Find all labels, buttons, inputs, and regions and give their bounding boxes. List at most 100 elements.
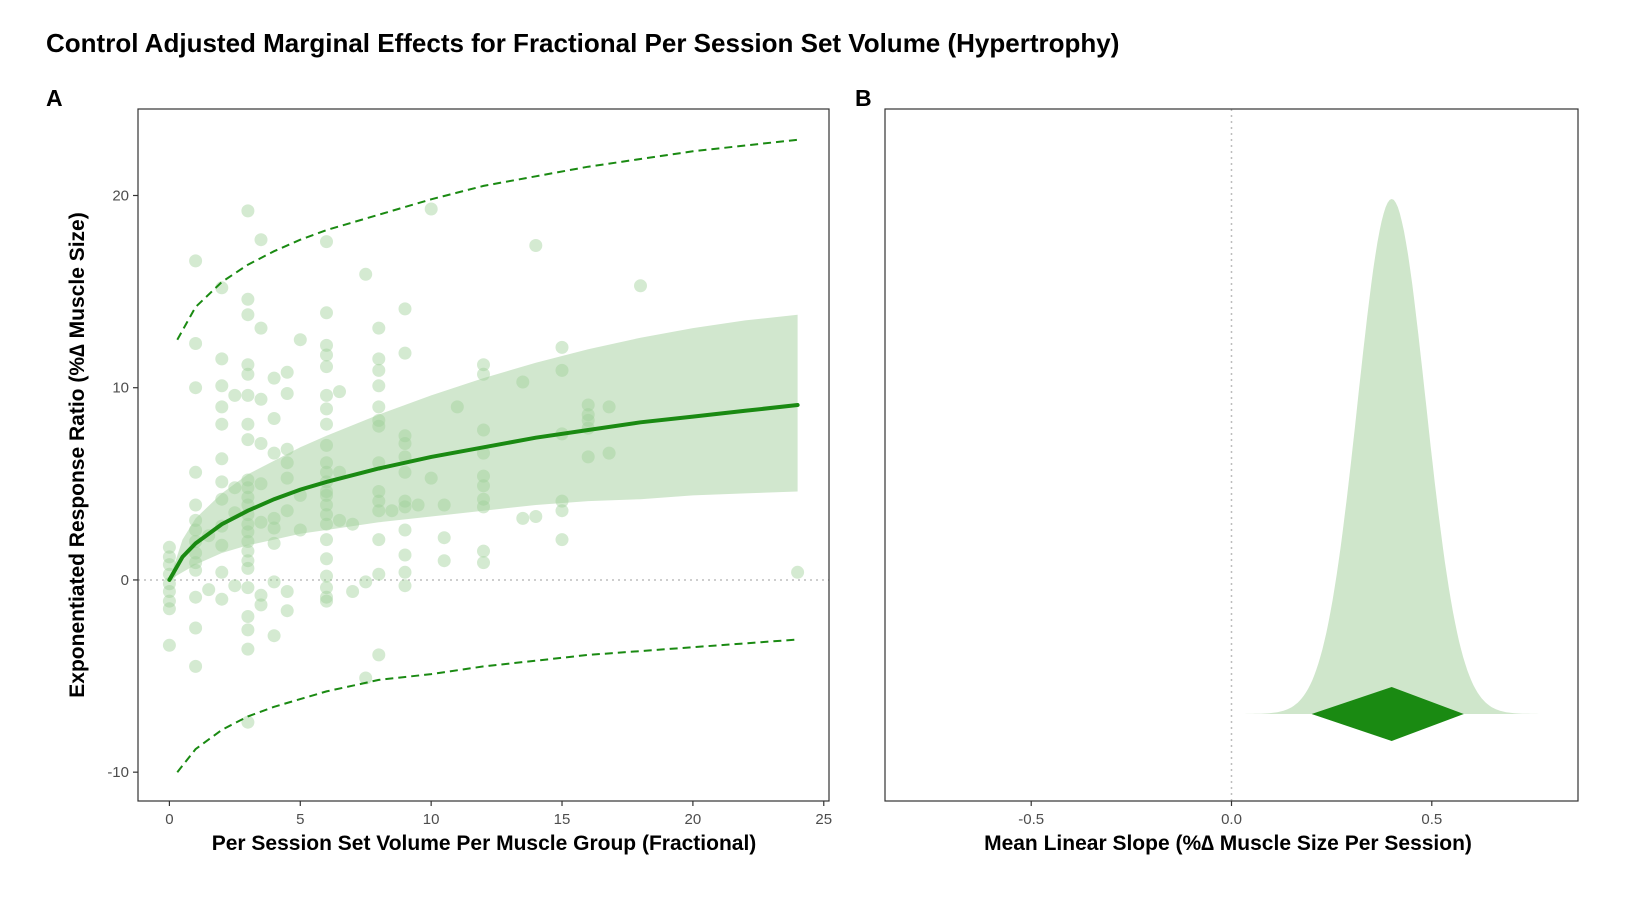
- data-point: [241, 623, 255, 637]
- data-point: [293, 523, 307, 537]
- panel-a-x-axis-title: Per Session Set Volume Per Muscle Group …: [212, 832, 757, 855]
- data-point: [267, 629, 281, 643]
- data-point: [602, 400, 616, 414]
- data-point: [477, 500, 490, 514]
- data-point: [320, 508, 333, 522]
- data-point: [280, 365, 294, 379]
- data-point: [320, 402, 333, 416]
- data-point: [215, 538, 229, 552]
- data-point: [385, 504, 399, 518]
- data-point: [372, 567, 386, 581]
- data-point: [581, 398, 595, 412]
- data-point: [267, 412, 281, 425]
- data-point: [215, 352, 229, 366]
- panel-a-y-axis-title: Exponentiated Response Ratio (%∆ Muscle …: [66, 212, 89, 697]
- data-point: [320, 488, 333, 502]
- data-point: [581, 450, 595, 464]
- data-point: [189, 546, 203, 560]
- data-point: [320, 438, 333, 452]
- data-point: [320, 594, 333, 608]
- data-point: [241, 561, 255, 575]
- data-point: [372, 504, 386, 518]
- data-point: [320, 569, 333, 583]
- panel-b-x-axis-title: Mean Linear Slope (%∆ Muscle Size Per Se…: [984, 832, 1472, 855]
- data-point: [215, 475, 229, 489]
- panel-b: -0.5 0.0 0.5: [884, 108, 1579, 828]
- data-point: [241, 544, 255, 558]
- x-tick-label: 15: [554, 811, 571, 828]
- data-point: [241, 367, 255, 381]
- posterior-density: [1228, 199, 1556, 714]
- data-point: [372, 400, 386, 414]
- data-point: [189, 498, 203, 512]
- data-point: [241, 358, 255, 372]
- data-point: [241, 388, 255, 402]
- data-point: [333, 465, 346, 479]
- data-point: [359, 575, 373, 589]
- data-point: [529, 239, 543, 252]
- data-point: [228, 579, 242, 593]
- data-point: [162, 558, 176, 572]
- x-tick-label: 25: [815, 811, 832, 828]
- data-point: [202, 583, 216, 597]
- data-point: [555, 494, 569, 508]
- y-tick-label: -10: [107, 764, 129, 781]
- data-point: [398, 548, 412, 562]
- data-point: [516, 511, 530, 525]
- prediction-interval-upper: [176, 138, 798, 341]
- data-point: [189, 556, 203, 570]
- data-point: [477, 544, 490, 558]
- data-point: [241, 610, 255, 623]
- data-point: [320, 498, 333, 512]
- data-point: [254, 515, 268, 529]
- data-point: [372, 494, 386, 508]
- data-point: [215, 400, 229, 414]
- data-point: [189, 621, 203, 635]
- data-point: [241, 525, 255, 539]
- data-point: [215, 492, 229, 506]
- data-point: [372, 485, 386, 498]
- data-point: [398, 494, 412, 508]
- data-point: [346, 585, 360, 598]
- data-point: [477, 492, 490, 506]
- panel-a-tag: A: [46, 85, 63, 111]
- data-point: [280, 504, 294, 518]
- data-point: [280, 387, 294, 400]
- data-point: [280, 471, 294, 485]
- data-point: [189, 523, 203, 537]
- data-point: [581, 413, 595, 427]
- data-point: [280, 585, 294, 598]
- data-point: [254, 321, 268, 335]
- data-point: [254, 392, 268, 406]
- data-point: [372, 413, 386, 427]
- data-point: [280, 604, 294, 618]
- data-point: [280, 456, 294, 470]
- data-point: [215, 417, 229, 431]
- data-point: [477, 367, 490, 381]
- data-point: [189, 465, 203, 479]
- data-point: [398, 302, 412, 316]
- data-point: [320, 235, 333, 249]
- data-point: [241, 490, 255, 504]
- data-point: [372, 352, 386, 366]
- data-point: [241, 292, 255, 306]
- x-tick-label: -0.5: [1018, 811, 1044, 828]
- data-point: [424, 202, 438, 216]
- data-point: [477, 479, 490, 493]
- data-point: [320, 338, 333, 352]
- data-point: [372, 419, 386, 433]
- data-point: [254, 588, 268, 602]
- data-point: [267, 575, 281, 589]
- data-point: [215, 452, 229, 466]
- data-point: [424, 471, 438, 485]
- data-point: [791, 565, 805, 579]
- data-point: [555, 533, 569, 547]
- data-point: [215, 592, 229, 606]
- data-point: [189, 513, 203, 527]
- data-point: [555, 340, 569, 354]
- data-point: [189, 381, 203, 395]
- data-point: [241, 473, 255, 487]
- data-point: [529, 510, 543, 523]
- data-point: [372, 379, 386, 393]
